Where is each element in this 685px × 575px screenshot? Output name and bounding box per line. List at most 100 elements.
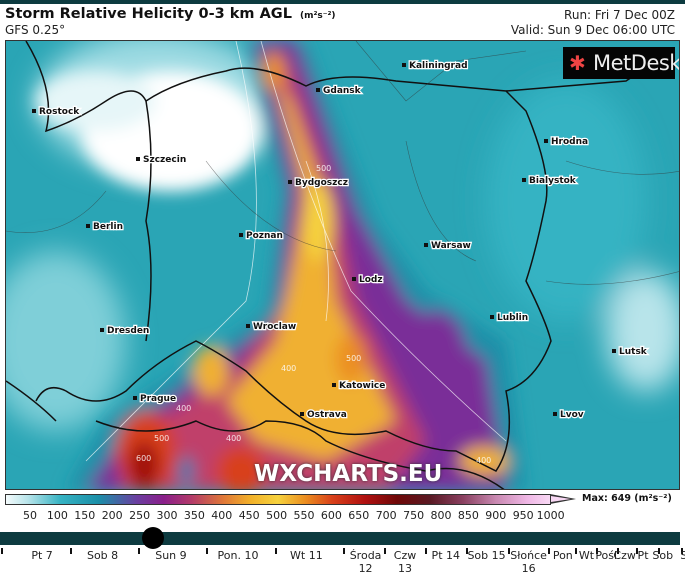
city-marker	[332, 383, 336, 387]
city-marker	[553, 412, 557, 416]
timeline-day-15[interactable]: Sob	[652, 549, 674, 562]
colorbar-label: 50	[23, 509, 37, 522]
colorbar-label: 950	[512, 509, 534, 522]
timeline-day-6[interactable]: Czw 13	[393, 549, 417, 575]
city-label-prague: Prague	[140, 394, 176, 404]
timeline-tick	[636, 548, 639, 554]
city-marker	[288, 180, 292, 184]
city-label-bialystok: Bialystok	[529, 176, 577, 186]
logo-icon: ✱	[569, 51, 586, 75]
model-label: GFS 0.25°	[5, 23, 66, 37]
city-marker	[424, 243, 428, 247]
timeline-tick	[343, 548, 346, 554]
watermark: WXCHARTS.EU	[254, 461, 443, 487]
timeline-tick	[206, 548, 209, 554]
title-text: Storm Relative Helicity 0-3 km AGL	[5, 6, 292, 22]
city-marker	[32, 109, 36, 113]
colorbar-label: 500	[266, 509, 288, 522]
contour-label: 500	[316, 164, 331, 173]
colorbar-label: 550	[293, 509, 315, 522]
timeline-handle[interactable]	[142, 527, 164, 549]
colorbar-label: 400	[211, 509, 233, 522]
city-label-lodz: Lodz	[359, 275, 383, 285]
timeline-tick	[616, 548, 619, 554]
city-label-katowice: Katowice	[339, 381, 385, 391]
timeline-day-4[interactable]: Wt 11	[290, 549, 323, 562]
timeline-day-13[interactable]: Czw	[613, 549, 636, 562]
timeline-day-10[interactable]: Pon	[552, 549, 573, 562]
timeline-tick	[595, 548, 598, 554]
city-label-bydgoszcz: Bydgoszcz	[295, 178, 348, 188]
city-label-hrodna: Hrodna	[551, 137, 588, 147]
city-label-ostrava: Ostrava	[307, 410, 347, 420]
colorbar-label: 700	[375, 509, 397, 522]
city-marker	[300, 412, 304, 416]
city-marker	[133, 396, 137, 400]
timeline-day-1[interactable]: Sob 8	[86, 549, 119, 562]
colorbar-label: 450	[238, 509, 260, 522]
city-label-dresden: Dresden	[107, 326, 149, 336]
timeline-day-14[interactable]: Pt	[637, 549, 649, 562]
timeline-day-5[interactable]: Środa 12	[349, 549, 382, 575]
timeline-day-12[interactable]: Pośl	[595, 549, 618, 562]
city-marker	[86, 224, 90, 228]
timeline-day-7[interactable]: Pt 14	[431, 549, 461, 562]
timeline-tick	[424, 548, 427, 554]
top-border	[0, 0, 685, 4]
timeline-track[interactable]	[0, 532, 680, 545]
contour-label: 500	[154, 434, 169, 443]
chart-title: Storm Relative Helicity 0-3 km AGL (m²s⁻²…	[5, 6, 336, 22]
city-marker	[239, 233, 243, 237]
contour-label: 600	[136, 454, 151, 463]
logo-text: MetDesk	[593, 51, 680, 75]
city-label-poznan: Poznan	[246, 231, 283, 241]
colorbar-label: 150	[74, 509, 96, 522]
city-marker	[544, 139, 548, 143]
colorbar-label: 200	[101, 509, 123, 522]
city-marker	[100, 328, 104, 332]
city-label-lvov: Lvov	[560, 410, 584, 420]
city-label-rostock: Rostock	[39, 107, 80, 117]
colorbar-arrow-fill	[551, 496, 571, 502]
colorbar-label: 250	[129, 509, 151, 522]
timeline-day-9[interactable]: Słońce 16	[510, 549, 547, 575]
timeline-day-8[interactable]: Sob 15	[467, 549, 506, 562]
colorbar-label: 650	[348, 509, 370, 522]
city-label-warsaw: Warsaw	[431, 241, 471, 251]
colorbar-label: 300	[156, 509, 178, 522]
timeline-tick	[507, 548, 510, 554]
helicity-map[interactable]: Kaliningrad Gdansk Rostock Szczecin Bydgoszc…	[5, 40, 680, 490]
city-label-lutsk: Lutsk	[619, 347, 648, 357]
city-label-berlin: Berlin	[93, 222, 123, 232]
max-value: Max: 649 (m²s⁻²)	[582, 493, 672, 504]
timeline-day-11[interactable]: Wt	[578, 549, 595, 562]
colorbar-label: 750	[403, 509, 425, 522]
colorbar	[5, 494, 551, 505]
contour-label: 400	[226, 434, 241, 443]
colorbar-label: 1000	[536, 509, 565, 522]
timeline-tick	[574, 548, 577, 554]
timeline-tick	[274, 548, 277, 554]
city-marker	[136, 157, 140, 161]
city-label-lublin: Lublin	[497, 313, 528, 323]
city-marker	[316, 88, 320, 92]
city-marker	[612, 349, 616, 353]
city-marker	[352, 277, 356, 281]
contour-label: 400	[176, 404, 191, 413]
city-marker	[246, 324, 250, 328]
timeline-day-0[interactable]: Pt 7	[31, 549, 53, 562]
timeline-day-3[interactable]: Pon. 10	[217, 549, 259, 562]
colorbar-label: 800	[430, 509, 452, 522]
timeline-day-2[interactable]: Sun 9	[155, 549, 187, 562]
contour-label: 500	[346, 354, 361, 363]
city-label-wroclaw: Wroclaw	[253, 322, 296, 332]
timeline-day-16[interactable]: S	[680, 549, 685, 562]
colorbar-label: 850	[457, 509, 479, 522]
contour-label: 400	[281, 364, 296, 373]
city-label-szczecin: Szczecin	[143, 155, 186, 165]
timeline-tick	[1, 548, 4, 554]
title-units: (m²s⁻²)	[299, 11, 336, 21]
timeline-tick	[681, 548, 684, 554]
city-label-kaliningrad: Kaliningrad	[409, 61, 468, 71]
colorbar-label: 100	[46, 509, 68, 522]
